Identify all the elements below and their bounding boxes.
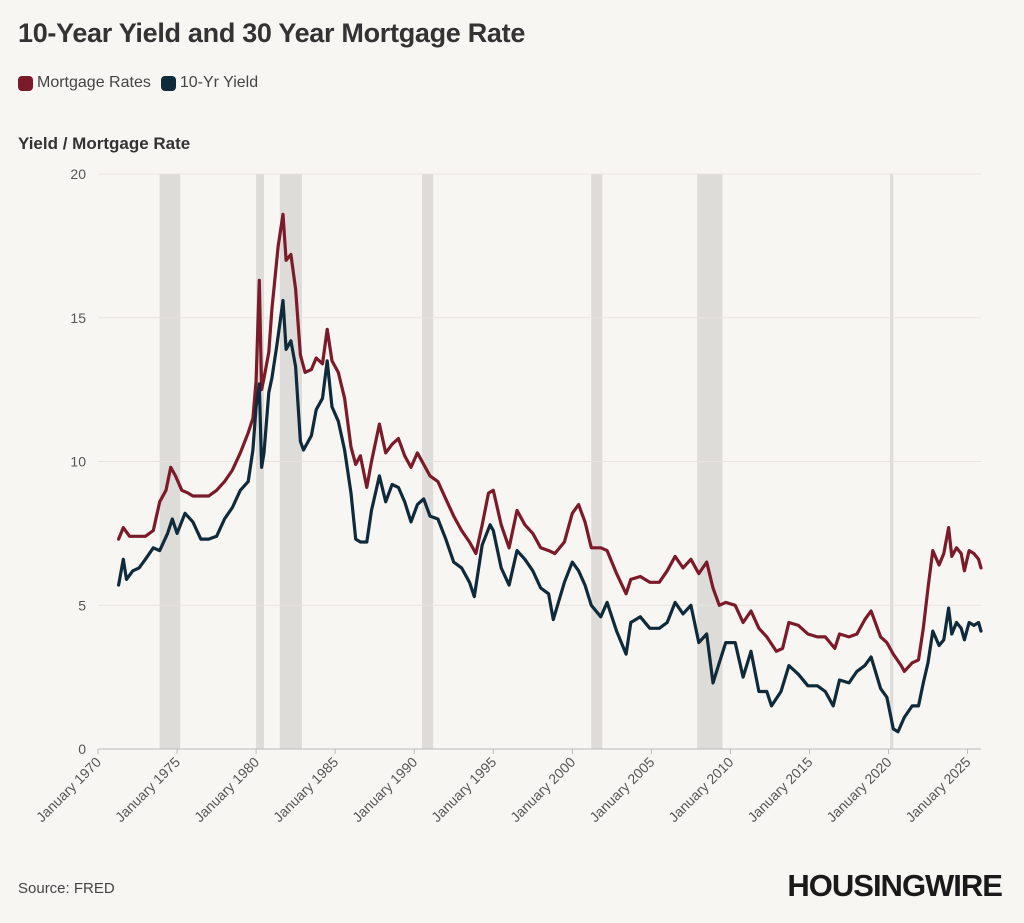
legend-label-yield: 10-Yr Yield: [179, 74, 259, 91]
y-tick-label-0: 0: [78, 741, 86, 757]
chart-title: 10-Year Yield and 30 Year Mortgage Rate: [18, 18, 526, 48]
x-tick-label-1975: January 1975: [112, 754, 183, 825]
x-tick-label-1980: January 1980: [191, 754, 262, 825]
y-tick-label-20: 20: [70, 166, 86, 182]
x-tick-label-1970: January 1970: [33, 754, 104, 825]
series-line-10yr-yield: [116, 298, 983, 734]
x-tick-label-1990: January 1990: [349, 754, 420, 825]
legend-label-mortgage: Mortgage Rates: [37, 74, 151, 91]
x-tick-label-2025: January 2025: [902, 754, 973, 825]
x-tick-label-2000: January 2000: [507, 754, 578, 825]
x-tick-label-1985: January 1985: [270, 754, 341, 825]
y-tick-label-5: 5: [78, 597, 86, 613]
x-tick-label-2020: January 2020: [823, 754, 894, 825]
y-axis-title: Yield / Mortgage Rate: [18, 134, 191, 153]
legend-item-yield[interactable]: 10-Yr Yield: [160, 74, 259, 92]
legend-swatch-yield: [160, 75, 176, 91]
x-tick-label-1995: January 1995: [428, 754, 499, 825]
x-tick-label-2005: January 2005: [586, 754, 657, 825]
x-tick-label-2015: January 2015: [744, 754, 815, 825]
legend: Mortgage Rates 10-Yr Yield: [18, 74, 268, 92]
y-tick-label-15: 15: [70, 310, 86, 326]
housingwire-logo: HOUSINGWIRE: [787, 868, 1003, 903]
y-tick-label-10: 10: [70, 454, 86, 470]
source-note: Source: FRED: [18, 880, 115, 897]
x-tick-label-2010: January 2010: [665, 754, 736, 825]
legend-swatch-mortgage: [18, 75, 33, 91]
series-line-mortgage-rates: [116, 212, 983, 674]
legend-item-mortgage[interactable]: Mortgage Rates: [18, 74, 151, 92]
